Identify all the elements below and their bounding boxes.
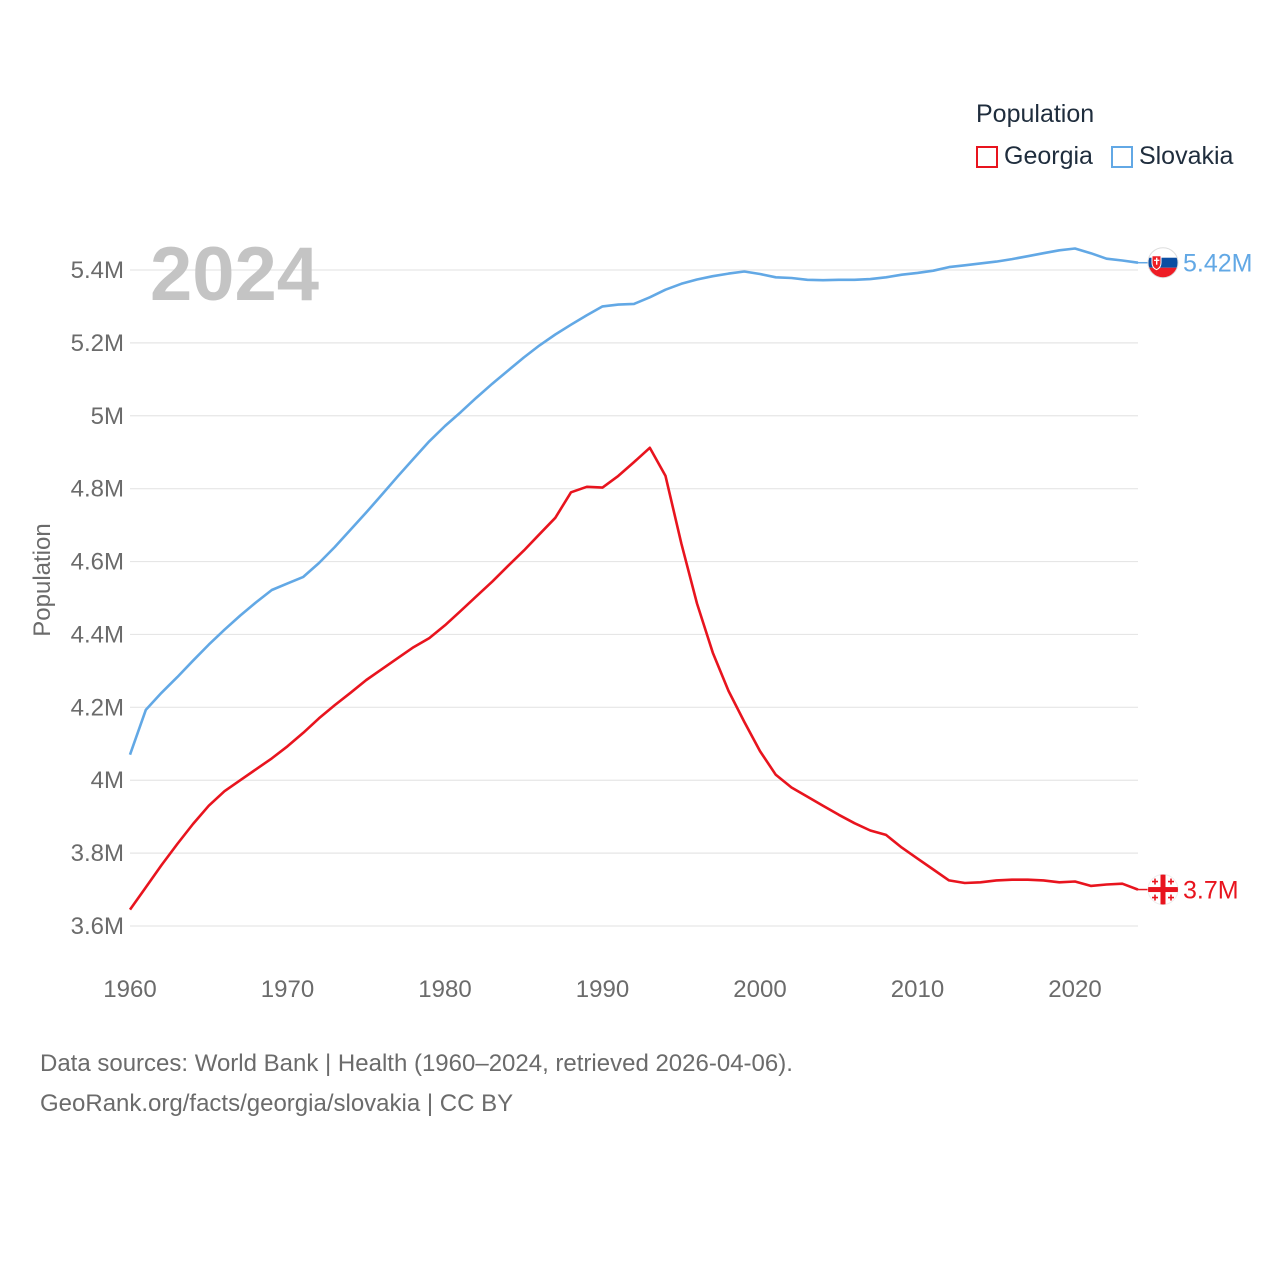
y-tick-label: 3.8M xyxy=(71,840,124,867)
gridlines xyxy=(130,269,1138,927)
legend-item-slovakia[interactable]: Slovakia xyxy=(1110,142,1234,171)
legend: Georgia Slovakia xyxy=(976,142,1251,171)
legend-title: Population xyxy=(976,100,1095,128)
y-tick-label: 5.2M xyxy=(71,330,124,357)
georgia-flag-icon xyxy=(1147,874,1179,906)
footer: Data sources: World Bank | Health (1960–… xyxy=(40,1044,793,1124)
legend-item-georgia[interactable]: Georgia xyxy=(976,142,1093,171)
y-tick-label: 3.6M xyxy=(71,913,124,940)
x-tick-label: 1990 xyxy=(576,976,629,1003)
y-axis-label: Population xyxy=(29,523,56,636)
y-tick-label: 5M xyxy=(91,403,124,430)
x-axis-ticks: 1960 1970 1980 1990 2000 2010 2020 xyxy=(103,976,1101,1003)
series-line-slovakia[interactable] xyxy=(128,247,1139,756)
y-tick-label: 4.8M xyxy=(71,476,124,503)
x-tick-label: 1980 xyxy=(418,976,471,1003)
source-link[interactable]: GeoRank.org/facts/georgia/slovakia | CC … xyxy=(40,1090,514,1117)
legend-swatch-georgia xyxy=(976,145,998,168)
x-tick-label: 2010 xyxy=(891,976,944,1003)
slovakia-flag-icon xyxy=(1147,247,1179,279)
end-value-label-slovakia: 5.42M xyxy=(1183,250,1252,278)
x-tick-label: 2000 xyxy=(733,976,786,1003)
legend-label-slovakia: Slovakia xyxy=(1138,142,1234,170)
x-tick-label: 1970 xyxy=(261,976,314,1003)
y-tick-label: 4.6M xyxy=(71,549,124,576)
data-sources-text: Data sources: World Bank | Health (1960–… xyxy=(40,1050,793,1077)
y-tick-label: 4M xyxy=(91,767,124,794)
series-end-markers: 3.7M 5.42M xyxy=(1138,247,1252,906)
year-watermark: 2024 xyxy=(150,232,319,317)
x-tick-label: 2020 xyxy=(1048,976,1101,1003)
y-tick-label: 5.4M xyxy=(71,257,124,284)
y-tick-label: 4.4M xyxy=(71,621,124,648)
y-tick-label: 4.2M xyxy=(71,694,124,721)
series-line-georgia[interactable] xyxy=(128,446,1139,911)
legend-label-georgia: Georgia xyxy=(1004,142,1093,170)
y-axis-ticks: 3.6M 3.8M 4M 4.2M 4.4M 4.6M 4.8M 5M 5.2M 5.4M xyxy=(71,257,124,940)
legend-swatch-slovakia xyxy=(1110,145,1133,168)
series-lines xyxy=(128,247,1139,911)
end-value-label-georgia: 3.7M xyxy=(1183,877,1239,905)
x-tick-label: 1960 xyxy=(103,976,156,1003)
